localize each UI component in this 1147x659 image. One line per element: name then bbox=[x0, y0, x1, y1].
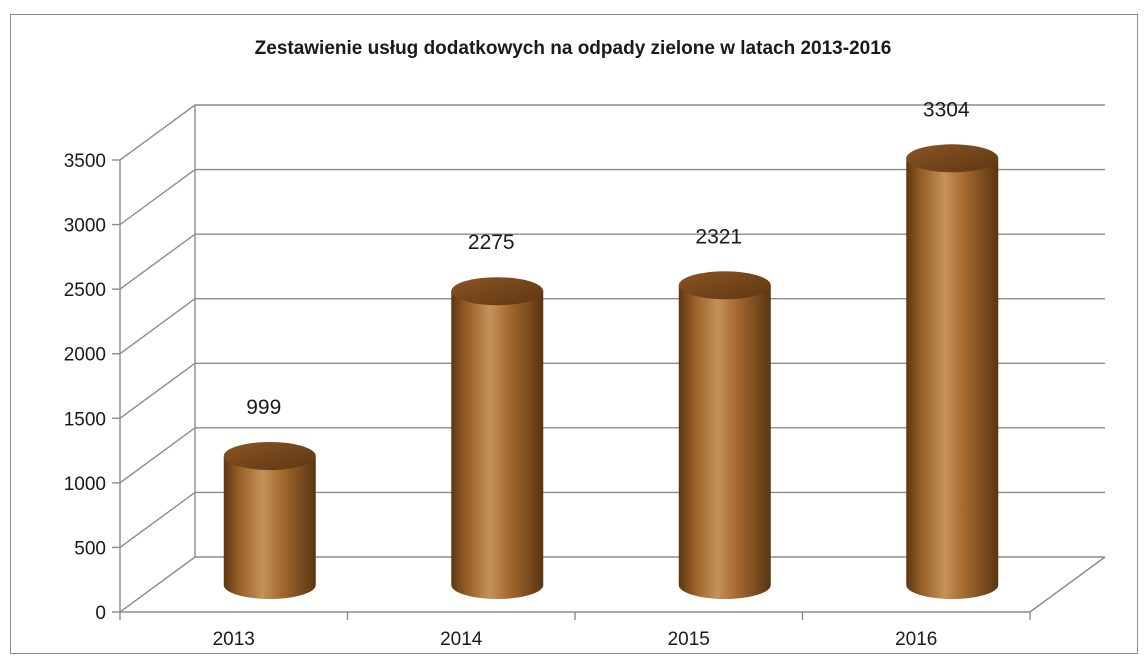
x-tick-label: 2016 bbox=[895, 629, 937, 650]
axes bbox=[112, 105, 1106, 620]
data-label: 2321 bbox=[695, 225, 742, 248]
data-label: 999 bbox=[246, 396, 281, 419]
y-tick-label: 3000 bbox=[64, 216, 106, 237]
y-tick-label: 2500 bbox=[64, 280, 106, 301]
y-tick-label: 500 bbox=[74, 538, 106, 559]
y-tick-labels: 0 500 1000 1500 2000 2500 3000 3500 bbox=[64, 151, 106, 624]
bar-2015 bbox=[678, 271, 771, 600]
bar-top bbox=[451, 277, 544, 306]
bar-body bbox=[906, 158, 999, 600]
y-tick-label: 0 bbox=[95, 603, 106, 624]
bar-2014 bbox=[451, 277, 544, 600]
bar-top bbox=[223, 441, 316, 470]
bar-2016 bbox=[906, 144, 999, 600]
data-labels: 999 2275 2321 3304 bbox=[246, 98, 970, 419]
bar-body bbox=[451, 291, 544, 600]
bar-2013 bbox=[223, 441, 316, 600]
x-tick-labels: 2013 2014 2015 2016 bbox=[213, 629, 938, 650]
y-tick-label: 1500 bbox=[64, 409, 106, 430]
y-tick-label: 2000 bbox=[64, 345, 106, 366]
bars bbox=[223, 144, 999, 600]
y-tick-label: 3500 bbox=[64, 151, 106, 172]
x-tick-label: 2014 bbox=[440, 629, 483, 650]
x-tick-label: 2015 bbox=[668, 629, 710, 650]
bar-top bbox=[906, 144, 999, 173]
bar-body bbox=[678, 285, 771, 600]
bar-body bbox=[223, 455, 316, 600]
chart-title: Zestawienie usług dodatkowych na odpady … bbox=[255, 38, 892, 59]
bar-top bbox=[678, 271, 771, 300]
data-label: 2275 bbox=[468, 231, 515, 254]
y-tick-label: 1000 bbox=[64, 474, 106, 495]
x-tick-label: 2013 bbox=[213, 629, 255, 650]
data-label: 3304 bbox=[923, 98, 970, 121]
